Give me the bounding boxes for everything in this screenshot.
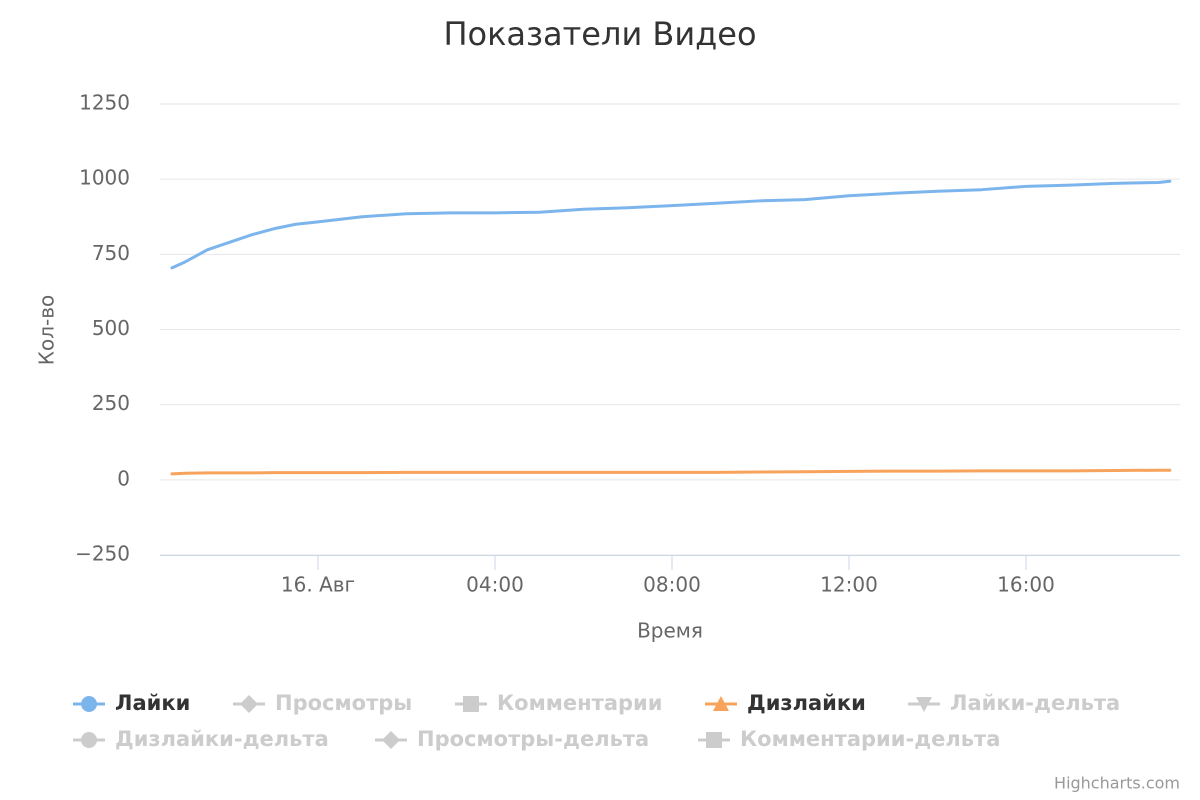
- y-tick-label: −250: [75, 542, 130, 566]
- legend-label: Лайки-дельта: [950, 691, 1120, 715]
- legend-symbol: [382, 731, 400, 749]
- legend-item[interactable]: Просмотры-дельта: [375, 727, 649, 751]
- legend-symbol: [706, 732, 722, 748]
- chart-title: Показатели Видео: [443, 15, 756, 53]
- legend-item[interactable]: Дизлайки: [705, 691, 866, 715]
- legend-label: Просмотры: [275, 691, 412, 715]
- x-axis-title: Время: [637, 619, 703, 643]
- legend-item[interactable]: Лайки-дельта: [908, 691, 1120, 715]
- y-tick-label: 0: [117, 466, 130, 490]
- x-tick-label: 08:00: [643, 573, 701, 597]
- legend-symbol: [81, 696, 97, 712]
- legend-item[interactable]: Комментарии-дельта: [698, 727, 1000, 751]
- legend-label: Комментарии: [497, 691, 662, 715]
- y-tick-label: 250: [92, 391, 130, 415]
- legend-label: Комментарии-дельта: [740, 727, 1000, 751]
- x-tick-label: 16. Авг: [281, 573, 355, 597]
- legend-symbol: [916, 697, 932, 712]
- x-tick-label: 04:00: [466, 573, 524, 597]
- credit[interactable]: Highcharts.com: [1054, 774, 1180, 793]
- legend-symbol: [81, 732, 97, 748]
- y-tick-label: 1250: [79, 91, 130, 115]
- legend-item[interactable]: Дизлайки-дельта: [73, 727, 329, 751]
- legend-symbol: [240, 695, 258, 713]
- y-tick-label: 750: [92, 241, 130, 265]
- series-line: [170, 468, 1172, 476]
- legend-label: Дизлайки-дельта: [115, 727, 329, 751]
- y-axis-title: Кол-во: [35, 295, 59, 365]
- legend-item[interactable]: Лайки: [73, 691, 190, 715]
- legend-symbol: [463, 696, 479, 712]
- legend-label: Лайки: [115, 691, 190, 715]
- legend-label: Просмотры-дельта: [417, 727, 649, 751]
- y-tick-label: 500: [92, 316, 130, 340]
- series-line: [170, 179, 1172, 270]
- legend-item[interactable]: Комментарии: [455, 691, 662, 715]
- legend-item[interactable]: Просмотры: [233, 691, 412, 715]
- x-tick-label: 16:00: [997, 573, 1055, 597]
- legend-label: Дизлайки: [747, 691, 866, 715]
- x-tick-label: 12:00: [820, 573, 878, 597]
- legend-symbol: [713, 696, 729, 711]
- y-tick-label: 1000: [79, 166, 130, 190]
